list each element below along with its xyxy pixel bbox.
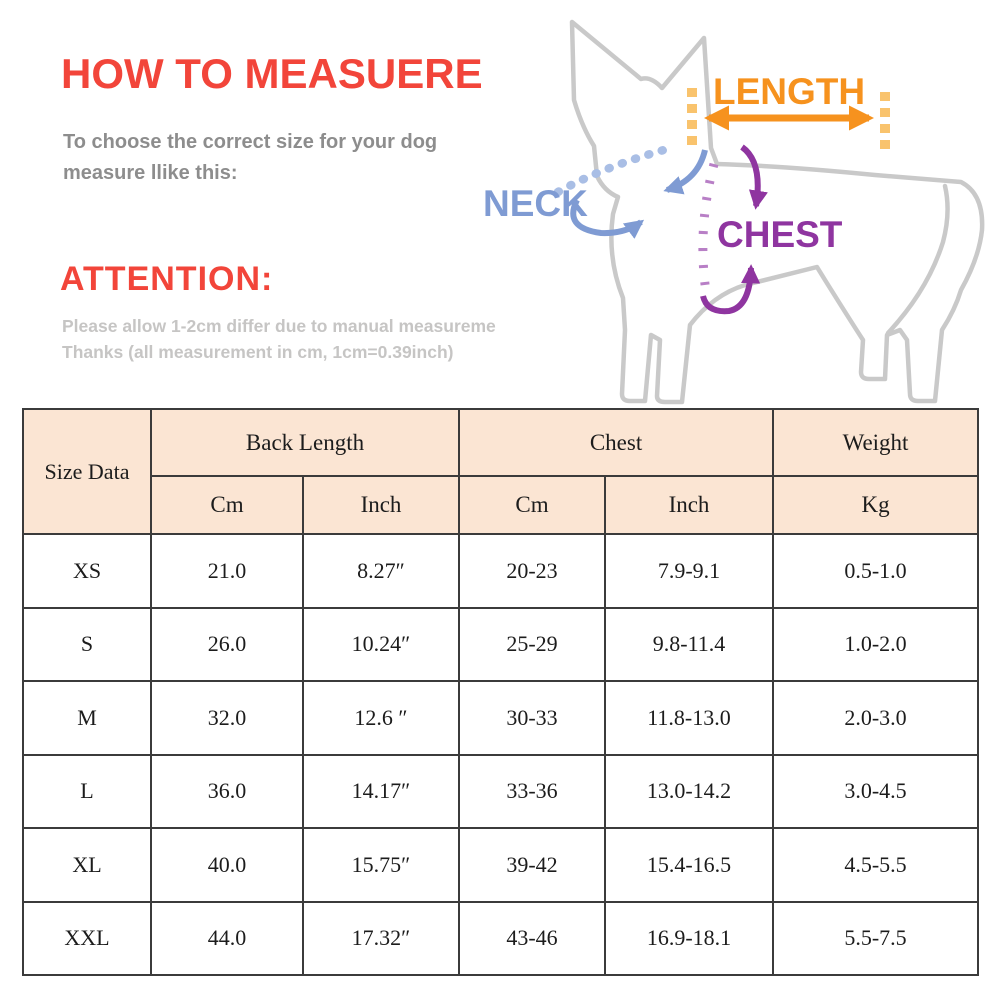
table-cell: 33-36 — [458, 753, 606, 829]
chest-arrow-top — [740, 144, 768, 210]
table-row-xl: XL 40.0 15.75″ 39-42 15.4-16.5 4.5-5.5 — [22, 827, 980, 903]
chest-arrow-bottom — [700, 264, 761, 315]
size-label: L — [22, 753, 152, 829]
column-group-back-length: Back Length — [150, 408, 460, 477]
attention-line-1: Please allow 1-2cm differ due to manual … — [62, 316, 496, 336]
neck-measurement: NECK — [483, 143, 708, 239]
table-cell: 17.32″ — [302, 900, 460, 976]
column-group-chest: Chest — [457, 408, 775, 477]
table-cell: 15.75″ — [302, 827, 460, 903]
size-label: S — [22, 606, 152, 682]
subheader-back-length-cm: Cm — [150, 475, 304, 535]
page-subtitle: To choose the correct size for your dog … — [63, 131, 438, 184]
neck-arrow-loop — [570, 198, 645, 239]
subheader-chest-inch: Inch — [603, 475, 775, 535]
size-label: XL — [22, 827, 152, 903]
table-cell: 39-42 — [458, 827, 606, 903]
table-cell: 0.5-1.0 — [772, 533, 980, 609]
attention-note: Please allow 1-2cm differ due to manual … — [62, 313, 514, 366]
table-cell: 40.0 — [150, 827, 304, 903]
dog-outline-illustration — [569, 19, 985, 405]
table-row-l: L 36.0 14.17″ 33-36 13.0-14.2 3.0-4.5 — [22, 753, 980, 829]
attention-line-2: Thanks (all measurement in cm, 1cm=0.39i… — [62, 342, 454, 363]
table-row-m: M 32.0 12.6 ″ 30-33 11.8-13.0 2.0-3.0 — [22, 680, 980, 756]
column-group-weight: Weight — [772, 408, 980, 477]
subheader-weight-kg: Kg — [772, 475, 980, 535]
table-cell: 20-23 — [458, 533, 606, 609]
corner-header-size-data: Size Data — [22, 408, 152, 535]
table-cell: 21.0 — [150, 533, 304, 609]
table-cell: 43-46 — [458, 900, 606, 976]
table-cell: 26.0 — [150, 606, 304, 682]
table-cell: 32.0 — [150, 680, 304, 756]
size-table: Size Data Back Length Chest Weight Cm In… — [22, 408, 980, 976]
table-cell: 13.0-14.2 — [603, 753, 775, 829]
neck-label: NECK — [483, 183, 588, 224]
dog-measurement-diagram: LENGTH NECK CHEST — [483, 19, 985, 405]
table-cell: 10.24″ — [302, 606, 460, 682]
subheader-back-length-inch: Inch — [302, 475, 460, 535]
chest-measurement: CHEST — [698, 144, 843, 315]
table-cell: 5.5-7.5 — [772, 900, 980, 976]
corner-label: Size Data — [44, 458, 130, 484]
table-cell: 8.27″ — [302, 533, 460, 609]
table-row-xxl: XXL 44.0 17.32″ 43-46 16.9-18.1 5.5-7.5 — [22, 900, 980, 976]
size-label: XXL — [22, 900, 152, 976]
table-cell: 30-33 — [458, 680, 606, 756]
table-cell: 16.9-18.1 — [603, 900, 775, 976]
table-cell: 2.0-3.0 — [772, 680, 980, 756]
table-cell: 9.8-11.4 — [603, 606, 775, 682]
size-label: XS — [22, 533, 152, 609]
table-cell: 25-29 — [458, 606, 606, 682]
size-label: M — [22, 680, 152, 756]
table-cell: 14.17″ — [302, 753, 460, 829]
length-measurement: LENGTH — [687, 71, 890, 154]
table-cell: 3.0-4.5 — [772, 753, 980, 829]
table-row-s: S 26.0 10.24″ 25-29 9.8-11.4 1.0-2.0 — [22, 606, 980, 682]
table-cell: 7.9-9.1 — [603, 533, 775, 609]
neck-arrow-upper — [663, 149, 708, 195]
table-cell: 12.6 ″ — [302, 680, 460, 756]
table-cell: 1.0-2.0 — [772, 606, 980, 682]
neck-dotted-line — [553, 143, 676, 197]
table-cell: 15.4-16.5 — [603, 827, 775, 903]
table-row-xs: XS 21.0 8.27″ 20-23 7.9-9.1 0.5-1.0 — [22, 533, 980, 609]
subheader-chest-cm: Cm — [458, 475, 606, 535]
table-cell: 44.0 — [150, 900, 304, 976]
table-cell: 4.5-5.5 — [772, 827, 980, 903]
table-cell: 11.8-13.0 — [603, 680, 775, 756]
page-title: HOW TO MEASUERE — [61, 50, 483, 97]
chest-label: CHEST — [717, 214, 843, 255]
attention-heading: ATTENTION: — [60, 260, 274, 298]
length-label: LENGTH — [713, 71, 865, 112]
table-cell: 36.0 — [150, 753, 304, 829]
